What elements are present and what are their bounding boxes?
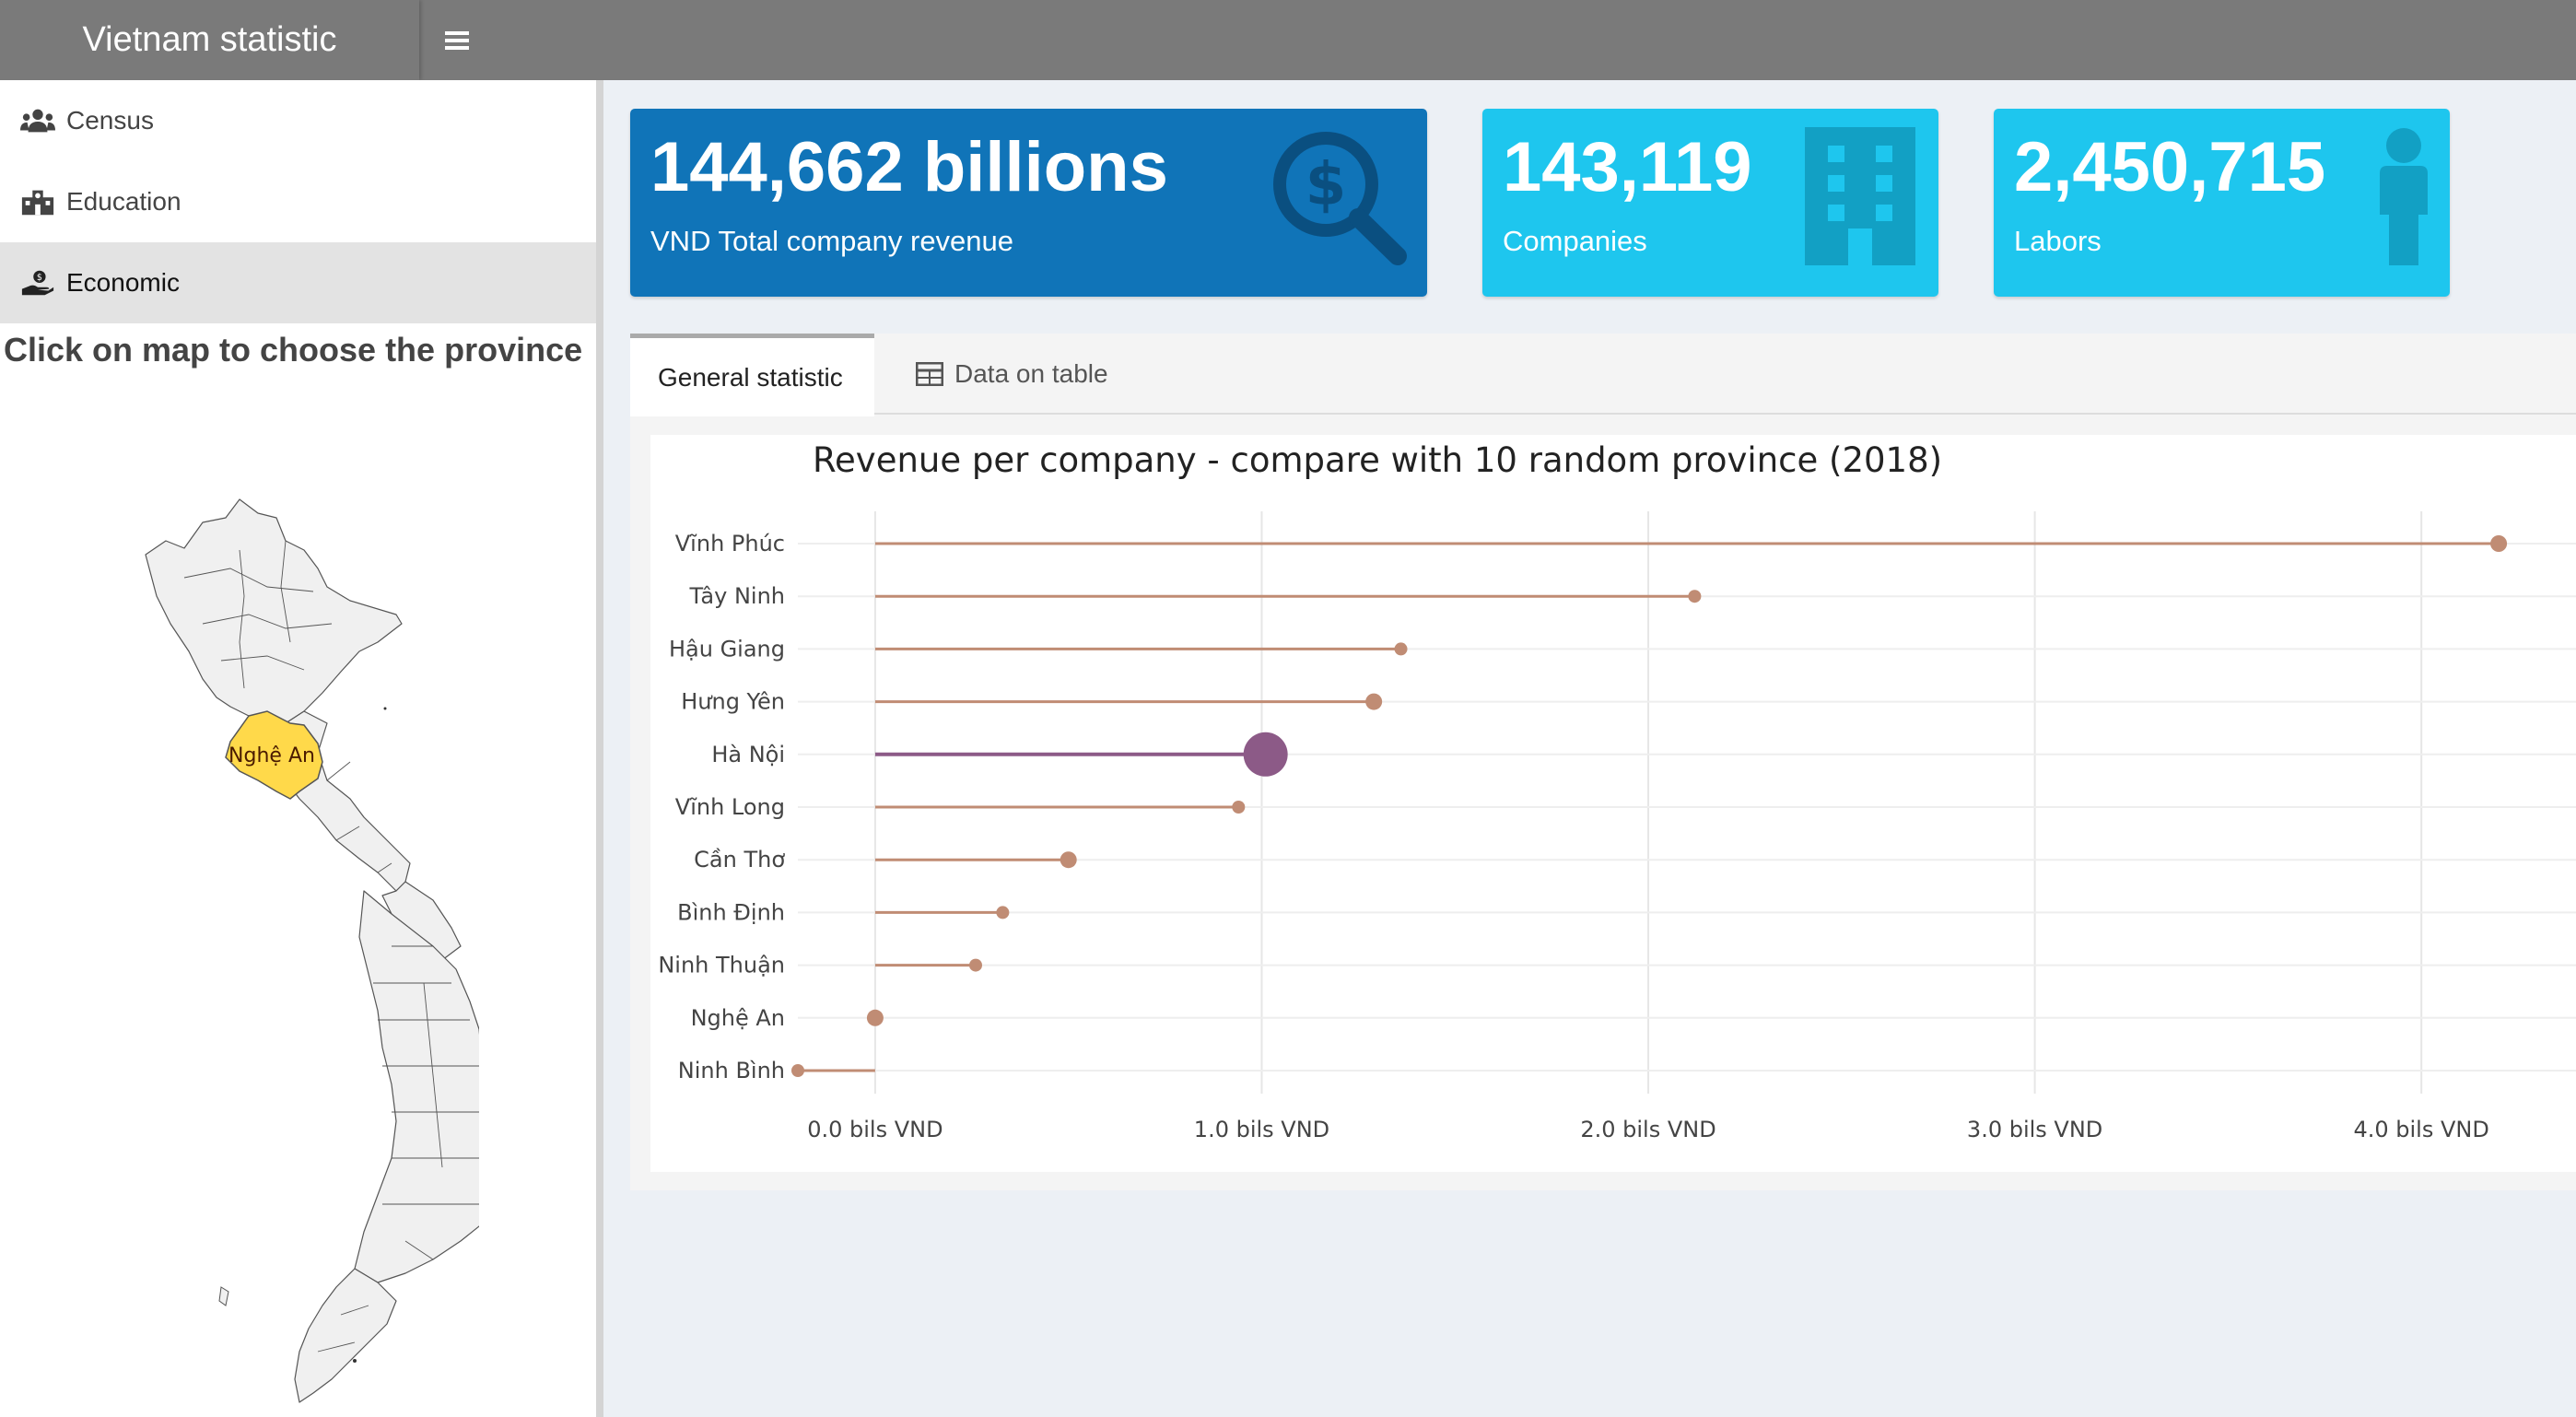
- chart-container: [650, 435, 2576, 1172]
- sidebar-item-economic[interactable]: $ Economic: [0, 242, 596, 323]
- x-tick-label: 3.0 bils VND: [1967, 1117, 2102, 1142]
- map-selected-label: Nghệ An: [228, 744, 315, 767]
- x-tick-label: 4.0 bils VND: [2353, 1117, 2488, 1142]
- hand-holding-dollar-icon: $: [21, 270, 54, 296]
- app-title: Vietnam statistic: [0, 0, 419, 80]
- revenue-lollipop-chart: 0.0 bils VND 1.0 bils VND 2.0 bils VND 3.0 …: [658, 511, 2576, 1142]
- x-tick-label: 0.0 bils VND: [807, 1117, 943, 1142]
- lollipop-point: [866, 1009, 884, 1026]
- y-tick-label: Hậu Giang: [669, 636, 785, 662]
- map-south-region[interactable]: [294, 1268, 397, 1403]
- sidebar-item-education[interactable]: Education: [0, 161, 596, 242]
- lollipop-point: [969, 958, 982, 972]
- companies-value-box: 143,119 Companies: [1482, 109, 1938, 297]
- y-tick-label: Vĩnh Phúc: [675, 531, 785, 556]
- map-province-nghe-an[interactable]: [225, 710, 323, 800]
- tab-label: General statistic: [658, 362, 843, 392]
- header-bar: Vietnam statistic: [0, 0, 2576, 80]
- lollipop-point: [1243, 732, 1288, 777]
- lollipop-point: [1365, 693, 1383, 710]
- map-instruction: Click on map to choose the province: [4, 331, 583, 369]
- y-tick-label: Hưng Yên: [681, 689, 785, 715]
- sidebar-item-label: Census: [66, 106, 154, 135]
- school-icon: [21, 190, 54, 216]
- y-tick-label: Bình Định: [677, 899, 785, 925]
- tab-bar: General statistic Data on table: [630, 334, 2576, 416]
- y-tick-label: Nghệ An: [691, 1005, 785, 1031]
- lollipop-point: [1394, 642, 1408, 656]
- person-icon: [2380, 128, 2428, 265]
- sidebar-item-census[interactable]: Census: [0, 80, 596, 161]
- x-tick-label: 2.0 bils VND: [1580, 1117, 1715, 1142]
- x-tick-label: 1.0 bils VND: [1194, 1117, 1329, 1142]
- svg-text:$: $: [1306, 151, 1347, 219]
- labors-value: 2,450,715: [2014, 128, 2326, 206]
- sidebar: Census Education $ Economic Click on map…: [0, 80, 603, 1417]
- hamburger-icon: [445, 39, 469, 42]
- province-map[interactable]: Nghệ An: [129, 430, 479, 1407]
- y-tick-label: Hà Nội: [711, 742, 785, 767]
- lollipop-point: [1060, 851, 1077, 869]
- map-north-region[interactable]: [145, 498, 403, 726]
- lollipop-point: [1688, 590, 1702, 603]
- companies-label: Companies: [1503, 225, 1647, 257]
- tab-panel: General statistic Data on table: [630, 334, 2576, 1190]
- labors-value-box: 2,450,715 Labors: [1994, 109, 2450, 297]
- sidebar-item-label: Education: [66, 187, 181, 216]
- lollipop-point: [1232, 801, 1246, 814]
- revenue-label: VND Total company revenue: [650, 225, 1014, 257]
- lollipop-point: [2490, 535, 2508, 552]
- y-tick-label: Tây Ninh: [689, 583, 785, 609]
- map-south-central-region[interactable]: [354, 890, 479, 1283]
- y-tick-label: Cần Thơ: [694, 847, 785, 872]
- tab-label: Data on table: [954, 359, 1108, 388]
- y-tick-label: Vĩnh Long: [675, 794, 785, 820]
- sidebar-toggle-button[interactable]: [433, 17, 481, 64]
- revenue-value-box: 144,662 billions VND Total company reven…: [630, 109, 1427, 297]
- labors-label: Labors: [2014, 225, 2102, 257]
- companies-value: 143,119: [1503, 128, 1752, 206]
- table-icon: [916, 362, 943, 386]
- tab-general-statistic[interactable]: General statistic: [630, 334, 874, 416]
- lollipop-point: [996, 906, 1010, 919]
- svg-text:$: $: [37, 273, 42, 283]
- sidebar-item-label: Economic: [66, 268, 180, 297]
- search-dollar-icon: $: [1273, 132, 1407, 265]
- users-icon: [20, 109, 55, 133]
- building-icon: [1805, 127, 1915, 265]
- y-tick-label: Ninh Thuận: [658, 953, 785, 978]
- tab-data-on-table[interactable]: Data on table: [888, 334, 1136, 415]
- y-tick-label: Ninh Bình: [678, 1058, 785, 1083]
- lollipop-point: [791, 1064, 804, 1077]
- revenue-value: 144,662 billions: [650, 128, 1168, 206]
- chart-title: Revenue per company - compare with 10 ra…: [813, 440, 1943, 480]
